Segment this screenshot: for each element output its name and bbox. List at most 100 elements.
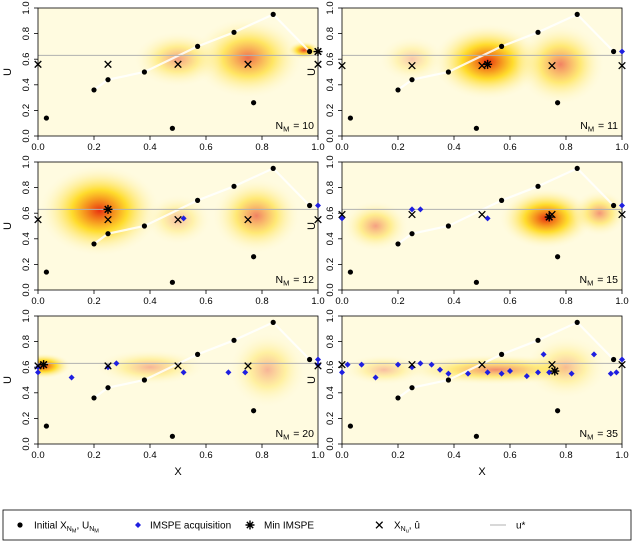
x-tick-label: 0.8 — [559, 450, 572, 461]
initial-point — [499, 197, 505, 203]
x-tick-label: 0.6 — [199, 296, 212, 307]
field-blob — [38, 353, 72, 379]
initial-point — [141, 69, 147, 75]
imspe-point — [180, 369, 187, 376]
initial-point — [395, 241, 401, 247]
panel-2: 0.0 0.2 0.4 0.6 0.8 1.0 U 0.0 0.2 0.4 0.6 0.8 1.0 NM … — [306, 1, 629, 153]
y-tick-label: 0.6 — [325, 361, 336, 374]
y-tick-label: 1.0 — [21, 155, 32, 168]
field-blob — [524, 335, 608, 400]
field-blob — [571, 190, 622, 237]
initial-point — [141, 377, 147, 383]
initial-point — [307, 202, 313, 209]
xnu-point — [478, 360, 486, 369]
panel-nm-label: NM = 11 — [580, 120, 618, 134]
xnu-point — [338, 61, 346, 70]
initial-point — [611, 48, 617, 55]
imspe-point — [498, 370, 505, 377]
initial-point — [195, 351, 201, 357]
x-tick-label: 0.2 — [87, 142, 100, 153]
y-tick-label: 0.2 — [325, 104, 336, 117]
y-tick-label: 0.4 — [325, 78, 336, 91]
panel-nm-label: NM = 15 — [580, 274, 619, 288]
x-tick-label: 0.4 — [143, 296, 156, 307]
x-tick-label: 0.0 — [31, 142, 44, 153]
initial-point — [445, 223, 451, 229]
panels: 0.0 0.2 0.4 0.6 0.8 1.0 U 0.0 0.2 0.4 0.6 0.8 1.0 NM … — [2, 1, 629, 478]
imspe-point — [68, 374, 75, 381]
initial-point — [499, 351, 505, 357]
y-tick-label: 0.4 — [325, 386, 336, 399]
x-tick-label: 0.8 — [255, 450, 268, 461]
imspe-point — [507, 368, 513, 375]
initial-point — [574, 319, 580, 325]
field-blob — [94, 349, 206, 386]
initial-point — [445, 69, 451, 75]
x-tick-label: 1.0 — [311, 296, 324, 307]
y-axis-label: U — [2, 222, 14, 230]
initial-point — [91, 241, 97, 247]
field-blob — [342, 354, 426, 386]
xnu-point — [408, 360, 416, 369]
x-tick-label: 0.6 — [503, 450, 516, 461]
initial-point — [574, 165, 580, 171]
xnu-point — [174, 215, 182, 224]
y-tick-label: 0.2 — [325, 258, 336, 271]
initial-point — [473, 279, 479, 285]
x-tick-label: 0.2 — [87, 450, 100, 461]
initial-point — [347, 115, 353, 121]
xnu-point — [408, 61, 416, 70]
xnu-point — [244, 215, 252, 224]
x-tick-label: 0.0 — [31, 296, 44, 307]
initial-point — [195, 197, 201, 203]
xnu-point — [104, 215, 112, 224]
field-blob — [228, 331, 307, 409]
initial-point — [43, 269, 50, 275]
initial-point — [307, 48, 313, 55]
imspe-point — [344, 361, 351, 368]
x-tick-label: 0.6 — [199, 450, 212, 461]
imspe-field — [38, 316, 318, 444]
x-tick-label: 0.6 — [503, 296, 516, 307]
imspe-point — [428, 361, 435, 368]
legend-xnu-label: XNu, û — [394, 521, 420, 535]
imspe-point — [619, 48, 625, 55]
x-tick-label: 0.4 — [447, 450, 460, 461]
legend-min-imspe-symbol — [245, 520, 255, 530]
initial-point — [535, 337, 541, 343]
y-tick-label: 0.8 — [21, 181, 32, 194]
y-tick-label: 0.2 — [21, 258, 32, 271]
y-tick-label: 0.0 — [21, 437, 32, 450]
min-imspe-point — [39, 360, 49, 370]
initial-point — [91, 395, 97, 401]
imspe-point — [619, 202, 625, 209]
x-tick-label: 0.6 — [503, 142, 516, 153]
y-axis-label: U — [2, 68, 14, 76]
y-tick-label: 0.0 — [325, 283, 336, 296]
x-tick-label: 0.2 — [391, 142, 404, 153]
xnu-point — [34, 215, 42, 224]
initial-point — [91, 87, 97, 93]
initial-point — [395, 87, 401, 93]
imspe-point — [113, 360, 120, 367]
xnu-point — [314, 60, 322, 69]
legend-imspe-label: IMSPE acquisition — [150, 521, 231, 532]
imspe-point — [339, 369, 345, 376]
x-tick-label: 0.2 — [87, 296, 100, 307]
panel-6: 0.0 0.2 0.4 0.6 0.8 1.0 U 0.0 0.2 0.4 0.6 0.8 1.0 X NM… — [306, 309, 629, 478]
y-tick-label: 1.0 — [21, 309, 32, 322]
legend-imspe-symbol — [135, 522, 141, 528]
initial-point — [105, 231, 111, 237]
y-tick-label: 0.6 — [21, 207, 32, 220]
x-tick-label: 0.0 — [335, 450, 348, 461]
initial-point — [141, 223, 147, 229]
panel-nm-label: NM = 12 — [276, 274, 315, 288]
field-blob — [342, 200, 410, 252]
y-tick-label: 1.0 — [21, 1, 32, 14]
xnu-point — [618, 61, 626, 70]
x-tick-label: 0.0 — [31, 450, 44, 461]
legend-min-imspe-label: Min IMSPE — [264, 521, 314, 532]
field-blob — [38, 164, 162, 257]
initial-point — [409, 385, 415, 391]
imspe-field — [342, 316, 622, 444]
